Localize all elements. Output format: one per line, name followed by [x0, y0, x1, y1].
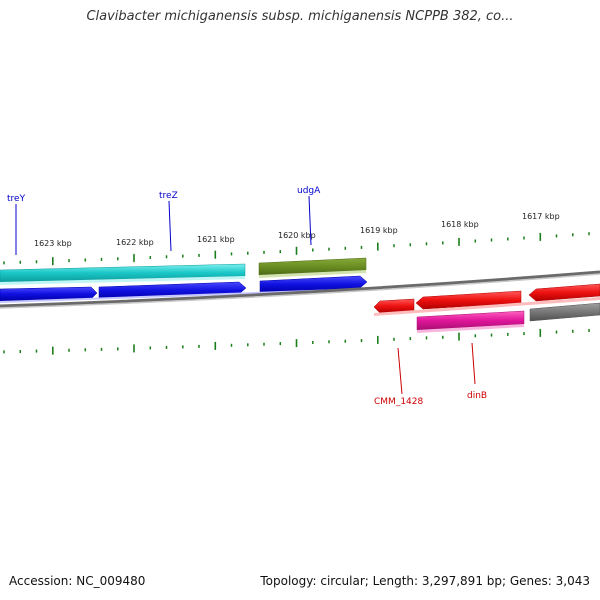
genome-backbone-highlight [0, 273, 600, 309]
accession-text: Accession: NC_009480 [9, 574, 146, 588]
gene-red-arrow[interactable] [528, 283, 600, 302]
kbp-labels: 1623 kbp 1622 kbp 1621 kbp 1620 kbp 1619… [34, 212, 560, 248]
gene-gray-block[interactable] [529, 302, 600, 322]
leader-line-CMM_1428 [397, 347, 403, 395]
gene-blue-arrow[interactable] [0, 286, 98, 302]
kbp-label: 1619 kbp [360, 226, 398, 235]
kbp-label: 1618 kbp [441, 220, 479, 229]
map-title: Clavibacter michiganensis subsp. michiga… [86, 9, 514, 24]
leader-line-treZ [168, 200, 172, 252]
kbp-label: 1621 kbp [197, 235, 235, 244]
gene-label-treY[interactable]: treY [7, 194, 26, 204]
gene-label-treZ[interactable]: treZ [159, 191, 178, 201]
kbp-label: 1620 kbp [278, 231, 316, 240]
gene-pink-underlay [417, 324, 524, 333]
gene-label-CMM_1428[interactable]: CMM_1428 [374, 397, 423, 407]
gene-label-udgA[interactable]: udgA [297, 186, 321, 196]
gene-label-dinB[interactable]: dinB [467, 391, 487, 401]
gene-blue-underlay [0, 288, 367, 303]
leader-line-dinB [471, 342, 476, 385]
outer-tick-ring [3, 232, 590, 266]
kbp-label: 1617 kbp [522, 212, 560, 221]
kbp-label: 1622 kbp [116, 238, 154, 247]
genome-summary-text: Topology: circular; Length: 3,297,891 bp… [260, 574, 590, 588]
gene-cyan-underlay [0, 276, 245, 285]
kbp-label: 1623 kbp [34, 239, 72, 248]
gene-red-underlay [374, 297, 600, 316]
inner-tick-ring [3, 328, 590, 355]
genome-backbone [0, 270, 600, 308]
gene-olive-underlay [259, 270, 366, 278]
leader-line-udgA [308, 195, 312, 246]
